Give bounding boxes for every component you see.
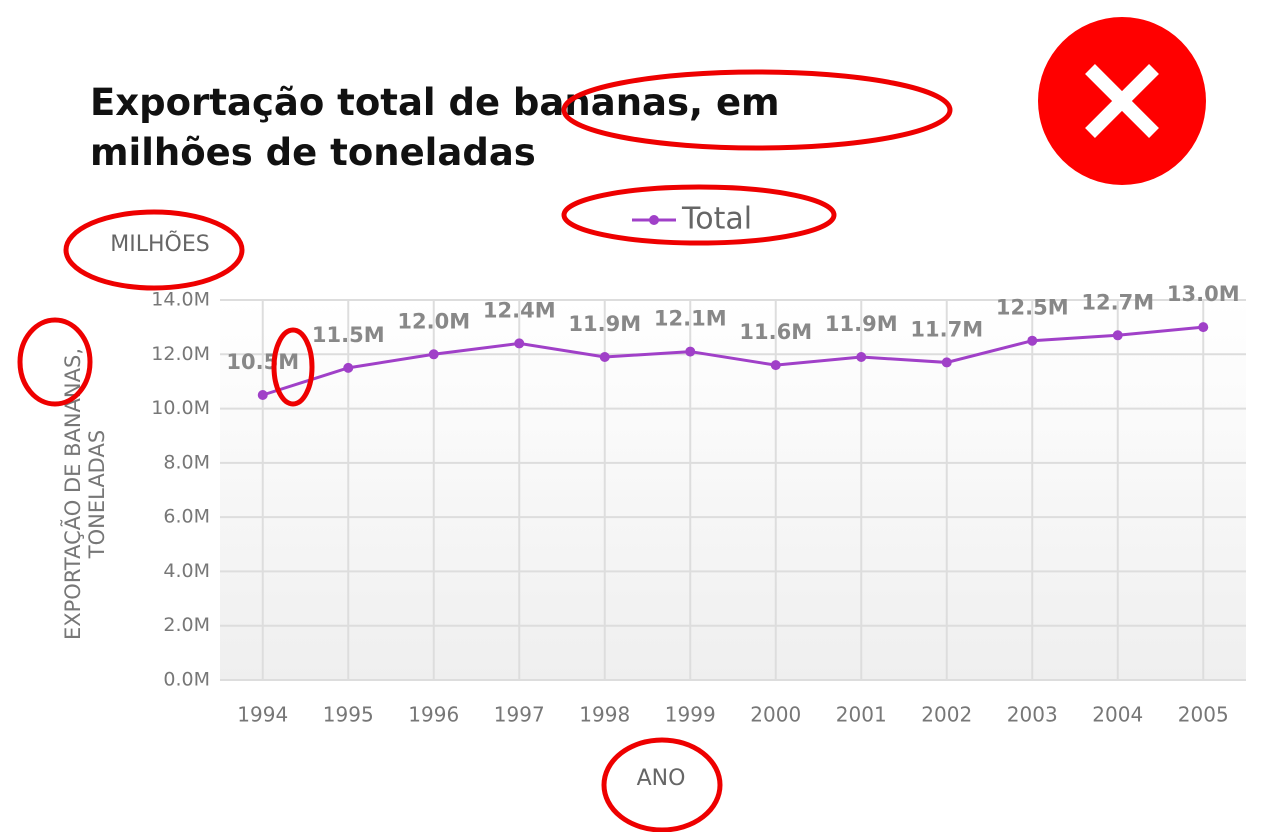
x-tick-label: 2002 [921, 703, 972, 727]
y-tick-label: 10.0M [151, 397, 210, 419]
data-label: 10.5M [226, 350, 299, 374]
data-label: 12.5M [996, 296, 1069, 320]
y-axis-label: EXPORTAÇÃO DE BANANAS, TONELADAS [61, 348, 109, 641]
x-tick-label: 1996 [408, 703, 459, 727]
series-line [262, 325, 1204, 397]
data-point [428, 349, 439, 360]
chart-title: Exportação total de bananas, em milhões … [90, 81, 780, 174]
data-label: 12.4M [483, 298, 556, 322]
y-tick-label: 12.0M [151, 343, 210, 365]
data-label: 11.7M [910, 317, 983, 341]
data-label: 11.6M [739, 320, 812, 344]
data-point [1027, 335, 1038, 346]
data-label: 11.9M [568, 312, 641, 336]
data-label: 12.1M [654, 307, 727, 331]
x-tick-label: 2004 [1092, 703, 1143, 727]
data-label: 11.9M [825, 312, 898, 336]
y-tick-label: 14.0M [151, 289, 210, 311]
data-point [941, 357, 952, 368]
x-tick-label: 1999 [665, 703, 716, 727]
data-label: 11.5M [312, 323, 385, 347]
data-point [599, 352, 610, 362]
data-label: 12.7M [1081, 290, 1154, 314]
y-tick-label: 0.0M [163, 669, 210, 691]
legend-marker [649, 215, 659, 225]
y-tick-label: 2.0M [163, 614, 210, 636]
data-label: 13.0M [1167, 282, 1240, 306]
x-tick-label: 1997 [494, 703, 545, 727]
x-tick-label: 2000 [750, 703, 801, 727]
x-tick-label: 1998 [579, 703, 630, 727]
data-point [770, 360, 781, 371]
y-tick-label: 4.0M [163, 560, 210, 582]
data-point [257, 390, 268, 400]
y-tick-label: 6.0M [163, 506, 210, 528]
data-point [514, 338, 525, 349]
data-point [343, 362, 354, 373]
unit-label: MILHÕES [110, 230, 209, 257]
x-tick-label: 1995 [323, 703, 374, 727]
x-tick-label: 2003 [1007, 703, 1058, 727]
y-tick-label: 8.0M [163, 451, 210, 473]
legend-label: Total [681, 202, 752, 237]
plot-area [220, 300, 1246, 680]
data-point [1198, 322, 1209, 333]
x-tick-label: 1994 [237, 703, 288, 727]
data-point [1112, 330, 1123, 341]
data-point [856, 352, 867, 362]
data-label: 12.0M [397, 309, 470, 333]
x-tick-label: 2001 [836, 703, 887, 727]
x-tick-label: 2005 [1178, 703, 1229, 727]
x-axis-label: ANO [637, 766, 686, 791]
data-point [685, 346, 696, 357]
